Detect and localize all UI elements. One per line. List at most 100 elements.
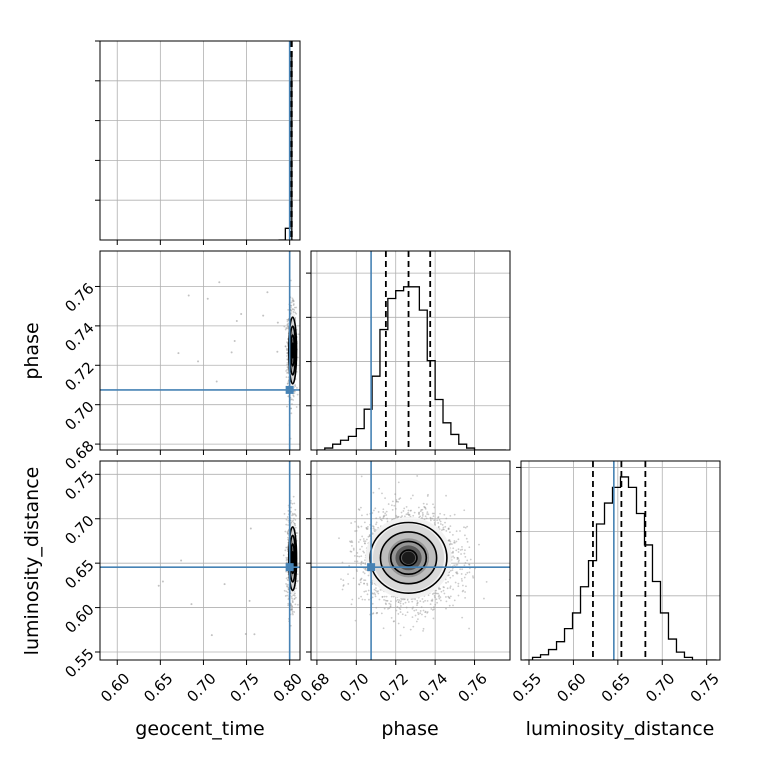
sample-point (447, 595, 450, 598)
sample-point (396, 598, 399, 601)
sample-point (363, 590, 366, 593)
x-axis-label-luminosity-distance: luminosity_distance (526, 718, 715, 740)
sample-point (350, 603, 353, 606)
sample-point (292, 304, 295, 306)
sample-point (464, 573, 467, 576)
sample-point (459, 568, 462, 571)
sample-point (285, 558, 288, 560)
sample-point (413, 511, 416, 514)
sample-point (244, 633, 247, 636)
sample-point (359, 538, 362, 541)
sample-point (466, 540, 469, 543)
sample-point (286, 355, 288, 357)
sample-point (357, 508, 360, 511)
x-tick-label: 0.76 (454, 670, 490, 706)
sample-point (417, 618, 419, 621)
sample-point (419, 600, 422, 603)
sample-point (439, 512, 441, 515)
sample-point (436, 519, 439, 522)
sample-point (367, 574, 370, 577)
sample-point (349, 540, 351, 543)
sample-point (417, 613, 420, 616)
sample-point (291, 502, 294, 505)
panel-frame (99, 40, 301, 241)
sample-point (287, 325, 290, 328)
sample-point (443, 513, 446, 516)
sample-point (374, 589, 377, 592)
sample-point (425, 517, 428, 520)
y-tick-label: 0.70 (61, 398, 97, 434)
sample-point (429, 516, 432, 519)
sample-point (354, 530, 357, 532)
sample-point (294, 592, 296, 595)
sample-point (290, 412, 293, 415)
sample-point (461, 616, 464, 619)
sample-point (375, 521, 378, 524)
sample-point (399, 600, 402, 603)
sample-point (438, 519, 441, 521)
sample-point (286, 591, 289, 594)
sample-point (291, 403, 293, 405)
sample-point (448, 604, 451, 607)
density-contour (399, 549, 418, 567)
sample-point (286, 531, 289, 533)
panel-frame (310, 460, 511, 661)
sample-point (432, 503, 434, 506)
sample-point (294, 524, 297, 527)
sample-point (398, 607, 401, 609)
sample-point (405, 606, 408, 609)
sample-point (383, 595, 386, 598)
sample-point (285, 376, 288, 379)
sample-point (223, 583, 226, 586)
sample-point (283, 589, 286, 592)
sample-point (266, 291, 269, 294)
sample-point (285, 370, 288, 372)
density-contour (379, 531, 438, 585)
sample-point (452, 555, 454, 558)
sample-point (363, 579, 365, 582)
sample-point (386, 520, 389, 523)
sample-point (437, 522, 440, 524)
sample-point (371, 592, 374, 595)
sample-point (460, 553, 462, 555)
sample-point (444, 521, 446, 524)
sample-point (393, 504, 396, 507)
sample-point (285, 327, 288, 329)
sample-point (463, 564, 466, 567)
sample-point (359, 581, 362, 584)
sample-point (415, 609, 418, 611)
x-tick-label: 0.75 (226, 670, 262, 706)
sample-point (468, 571, 471, 574)
sample-point (371, 512, 374, 514)
density-contour (369, 521, 448, 594)
sample-point (361, 598, 364, 601)
sample-point (449, 531, 451, 534)
sample-point (461, 545, 463, 548)
sample-point (466, 525, 469, 528)
sample-point (424, 611, 427, 614)
sample-point (287, 536, 289, 539)
sample-point (285, 546, 288, 549)
sample-point (287, 519, 290, 522)
density-contour (287, 316, 298, 385)
sample-point (352, 547, 355, 550)
sample-point (463, 552, 466, 555)
sample-point (293, 594, 296, 597)
sample-point (459, 549, 462, 551)
sample-point (367, 589, 370, 592)
histogram-step (524, 476, 717, 660)
sample-point (290, 510, 292, 513)
sample-point (430, 608, 433, 610)
sample-point (354, 619, 357, 622)
sample-point (284, 549, 287, 552)
x-tick-label: 0.60 (97, 670, 133, 706)
sample-point (356, 570, 358, 572)
sample-point (472, 575, 474, 578)
sample-point (461, 584, 464, 587)
y-axis-label-luminosity-distance: luminosity_distance (21, 467, 43, 656)
sample-point (419, 610, 422, 612)
sample-point (286, 358, 289, 361)
density-contour (389, 540, 428, 576)
sample-point (449, 515, 452, 517)
